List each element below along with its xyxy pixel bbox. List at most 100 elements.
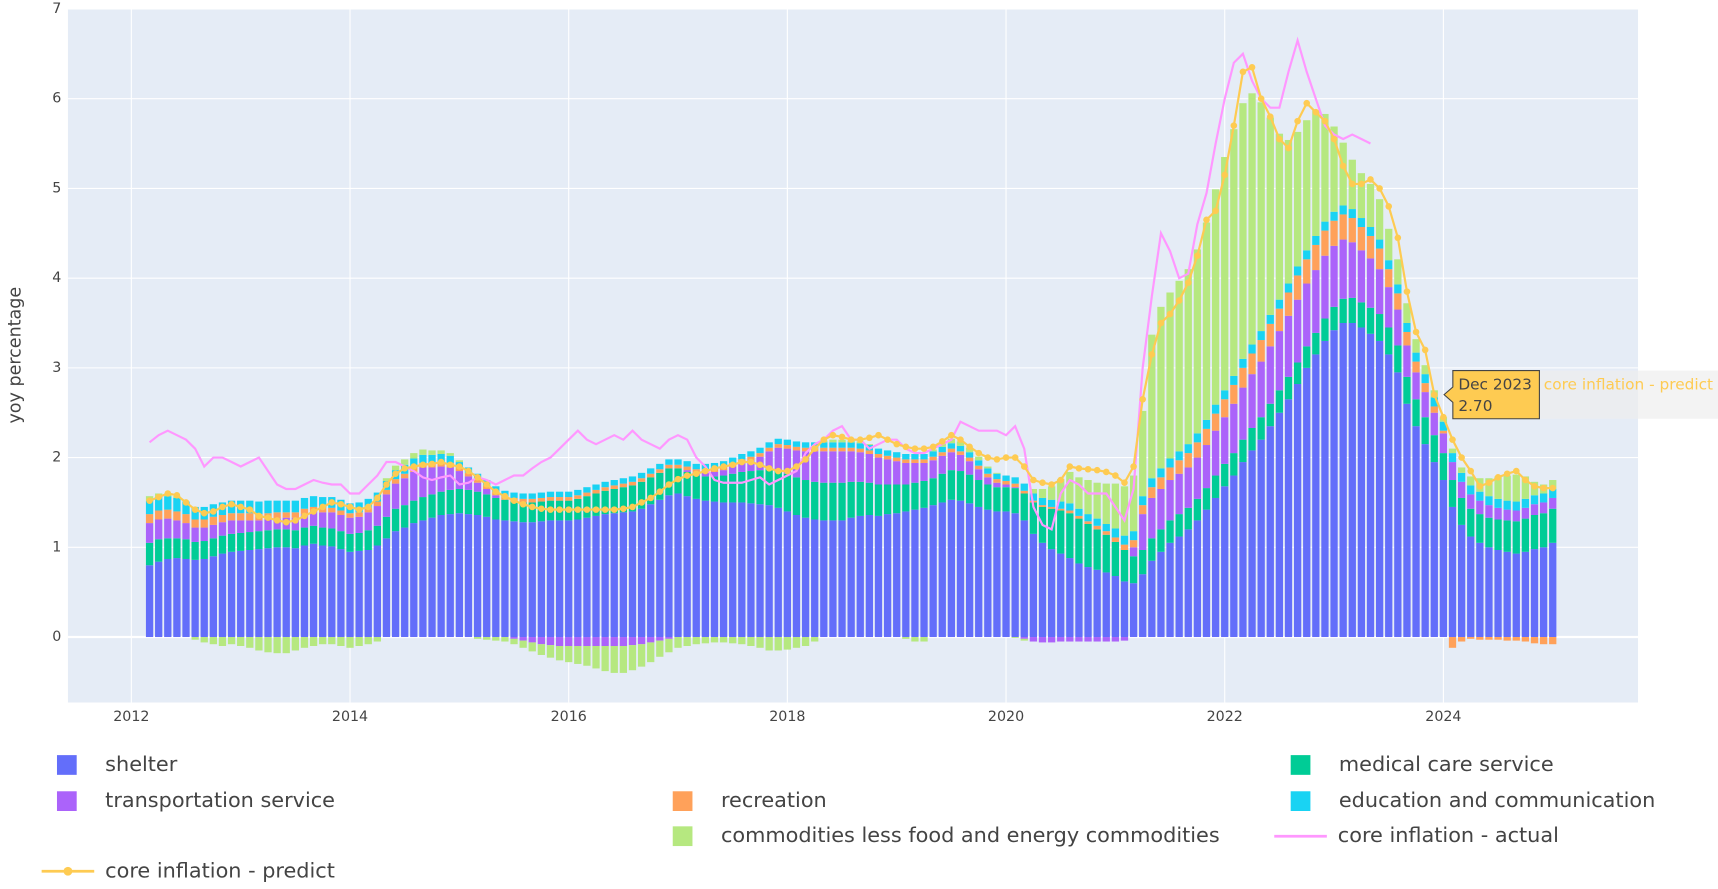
hover-value: 2.70 [1458,397,1492,415]
bar [501,499,509,521]
bar [1029,488,1038,494]
bar [546,497,555,501]
bar [291,500,299,513]
bar [1394,259,1402,285]
line-marker [1549,484,1557,492]
bar [1385,354,1393,638]
bar [355,532,363,551]
bar [965,452,974,458]
bar [1303,367,1311,638]
legend-item[interactable]: transportation service [56,788,335,812]
bar [1403,323,1411,332]
line-marker [984,454,992,461]
line-marker [264,514,272,521]
bar [1530,549,1539,638]
bar [811,481,819,520]
line-marker [1248,64,1256,71]
bar [1002,487,1010,512]
bar [537,521,546,638]
bar [1448,506,1457,638]
bar [1549,488,1557,498]
legend-item[interactable]: core inflation - predict [41,858,335,882]
line-marker [437,458,445,466]
bar [483,516,491,638]
line-marker [410,463,418,470]
bar [1293,131,1302,267]
bar [601,487,609,491]
bar [1321,340,1329,638]
bar [792,477,801,516]
bar [537,497,546,502]
bar [1157,488,1165,530]
bar [1120,486,1129,536]
bar [546,637,555,646]
bar [282,637,290,654]
legend-item[interactable]: commodities less food and energy commodi… [672,823,1220,847]
line-marker [838,433,846,441]
line-marker [1157,319,1165,327]
bar [893,461,901,485]
legend-item[interactable]: recreation [672,788,827,812]
line-marker [528,503,536,511]
bar [1394,293,1402,310]
bar [309,525,318,544]
bar [1412,426,1420,638]
bar [346,637,354,648]
bar [1421,383,1429,393]
bar [756,447,764,454]
bar [1512,474,1520,502]
bar [574,646,582,664]
line-marker [784,467,791,475]
line-marker [1048,481,1055,488]
bar [637,644,646,667]
bar [1430,406,1438,413]
line-marker [182,499,190,506]
legend-item[interactable]: core inflation - actual [1274,823,1559,847]
bar [182,501,190,515]
line-marker [948,431,955,439]
bar [1075,508,1083,516]
bar [1111,576,1120,638]
line-marker [228,500,235,508]
line-marker [802,456,809,463]
y-tick-label: 1 [52,539,61,555]
bar [1020,520,1028,638]
bar [774,507,782,638]
bar [1011,513,1019,638]
bar [1084,480,1092,515]
line-marker [1440,413,1447,421]
bar [656,637,664,641]
line-marker [1266,113,1274,120]
bar [574,519,582,638]
bar [1202,445,1211,489]
bar [601,646,609,672]
bar [218,553,227,638]
legend-item[interactable]: shelter [56,752,178,776]
bar [1202,509,1211,638]
line-marker [738,458,746,466]
bar [1448,448,1457,454]
bar [1020,493,1028,521]
bar [428,494,436,518]
bar [455,471,464,489]
legend-item[interactable]: education and communication [1290,788,1656,812]
bar [865,450,874,454]
legend-marker [63,866,73,876]
line-marker [1503,470,1511,478]
bar [319,545,327,638]
bar [1047,486,1056,500]
bar [1476,491,1484,501]
line-marker [1376,185,1383,192]
bar [984,473,992,478]
bar [246,550,254,638]
bar [1002,484,1010,488]
bar [346,533,354,552]
bar [701,500,710,638]
bar [665,459,673,465]
bar [920,507,928,638]
bar [473,479,482,483]
legend-item[interactable]: medical care service [1290,752,1554,776]
bar [1221,486,1229,638]
bar [1029,637,1038,642]
bar [237,532,245,551]
